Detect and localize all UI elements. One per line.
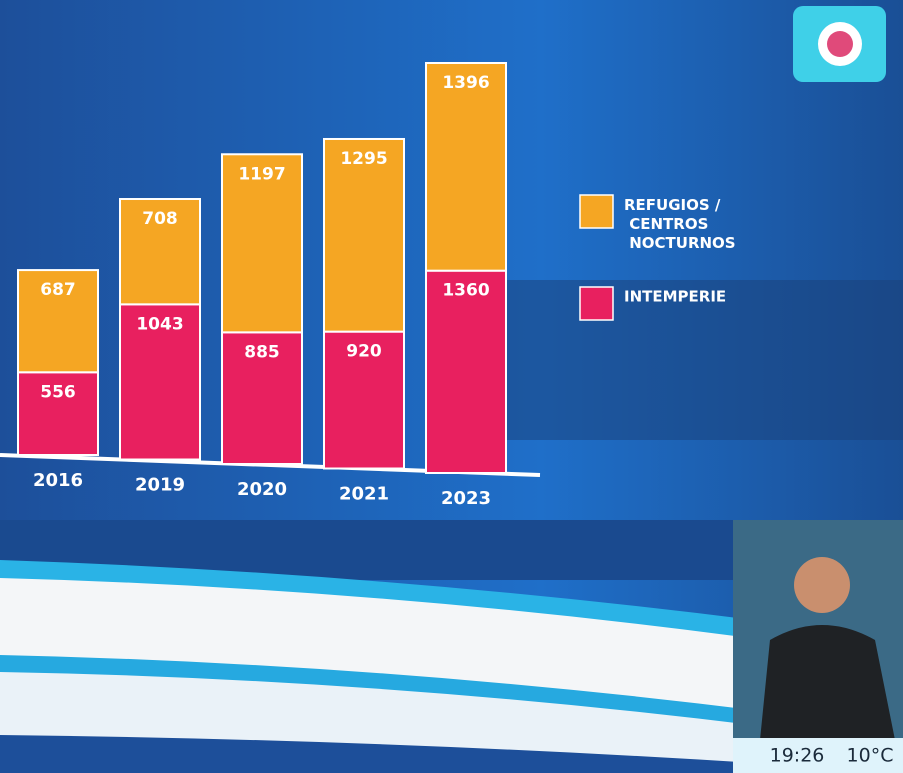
bar-segment [221, 331, 303, 465]
bar-segment [17, 269, 99, 374]
legend-swatch [579, 286, 614, 321]
value-label: 1396 [442, 73, 489, 93]
bar-segment [221, 153, 303, 334]
value-label: 920 [346, 342, 382, 362]
value-label: 708 [142, 209, 178, 229]
bar-segment [425, 269, 507, 474]
value-label: 687 [40, 280, 76, 300]
legend-swatch [579, 194, 614, 229]
legend-label: REFUGIOS / CENTROS NOCTURNOS [624, 196, 736, 252]
value-label: 556 [40, 382, 76, 402]
value-label: 1360 [442, 281, 489, 301]
value-label: 1043 [136, 314, 183, 334]
bar-segment [119, 198, 201, 306]
bar-segment [425, 62, 507, 272]
background-shape [500, 280, 903, 440]
value-label: 885 [244, 342, 280, 362]
x-tick-label: 2016 [33, 470, 83, 491]
temperature: 10°C [847, 745, 894, 767]
legend-label: INTEMPERIE [624, 288, 726, 306]
channel-logo-iris [827, 31, 853, 57]
info-bar [733, 738, 903, 773]
value-label: 1295 [340, 149, 387, 169]
bar-segment [323, 137, 405, 333]
interpreter-head [794, 557, 850, 613]
interpreter-body [760, 625, 895, 740]
time: 19:26 [770, 745, 825, 767]
x-tick-label: 2019 [135, 475, 185, 496]
x-tick-label: 2021 [339, 484, 389, 505]
value-label: 1197 [238, 164, 285, 184]
stripe [0, 735, 903, 773]
x-tick-label: 2020 [237, 479, 287, 500]
x-tick-label: 2023 [441, 488, 491, 509]
